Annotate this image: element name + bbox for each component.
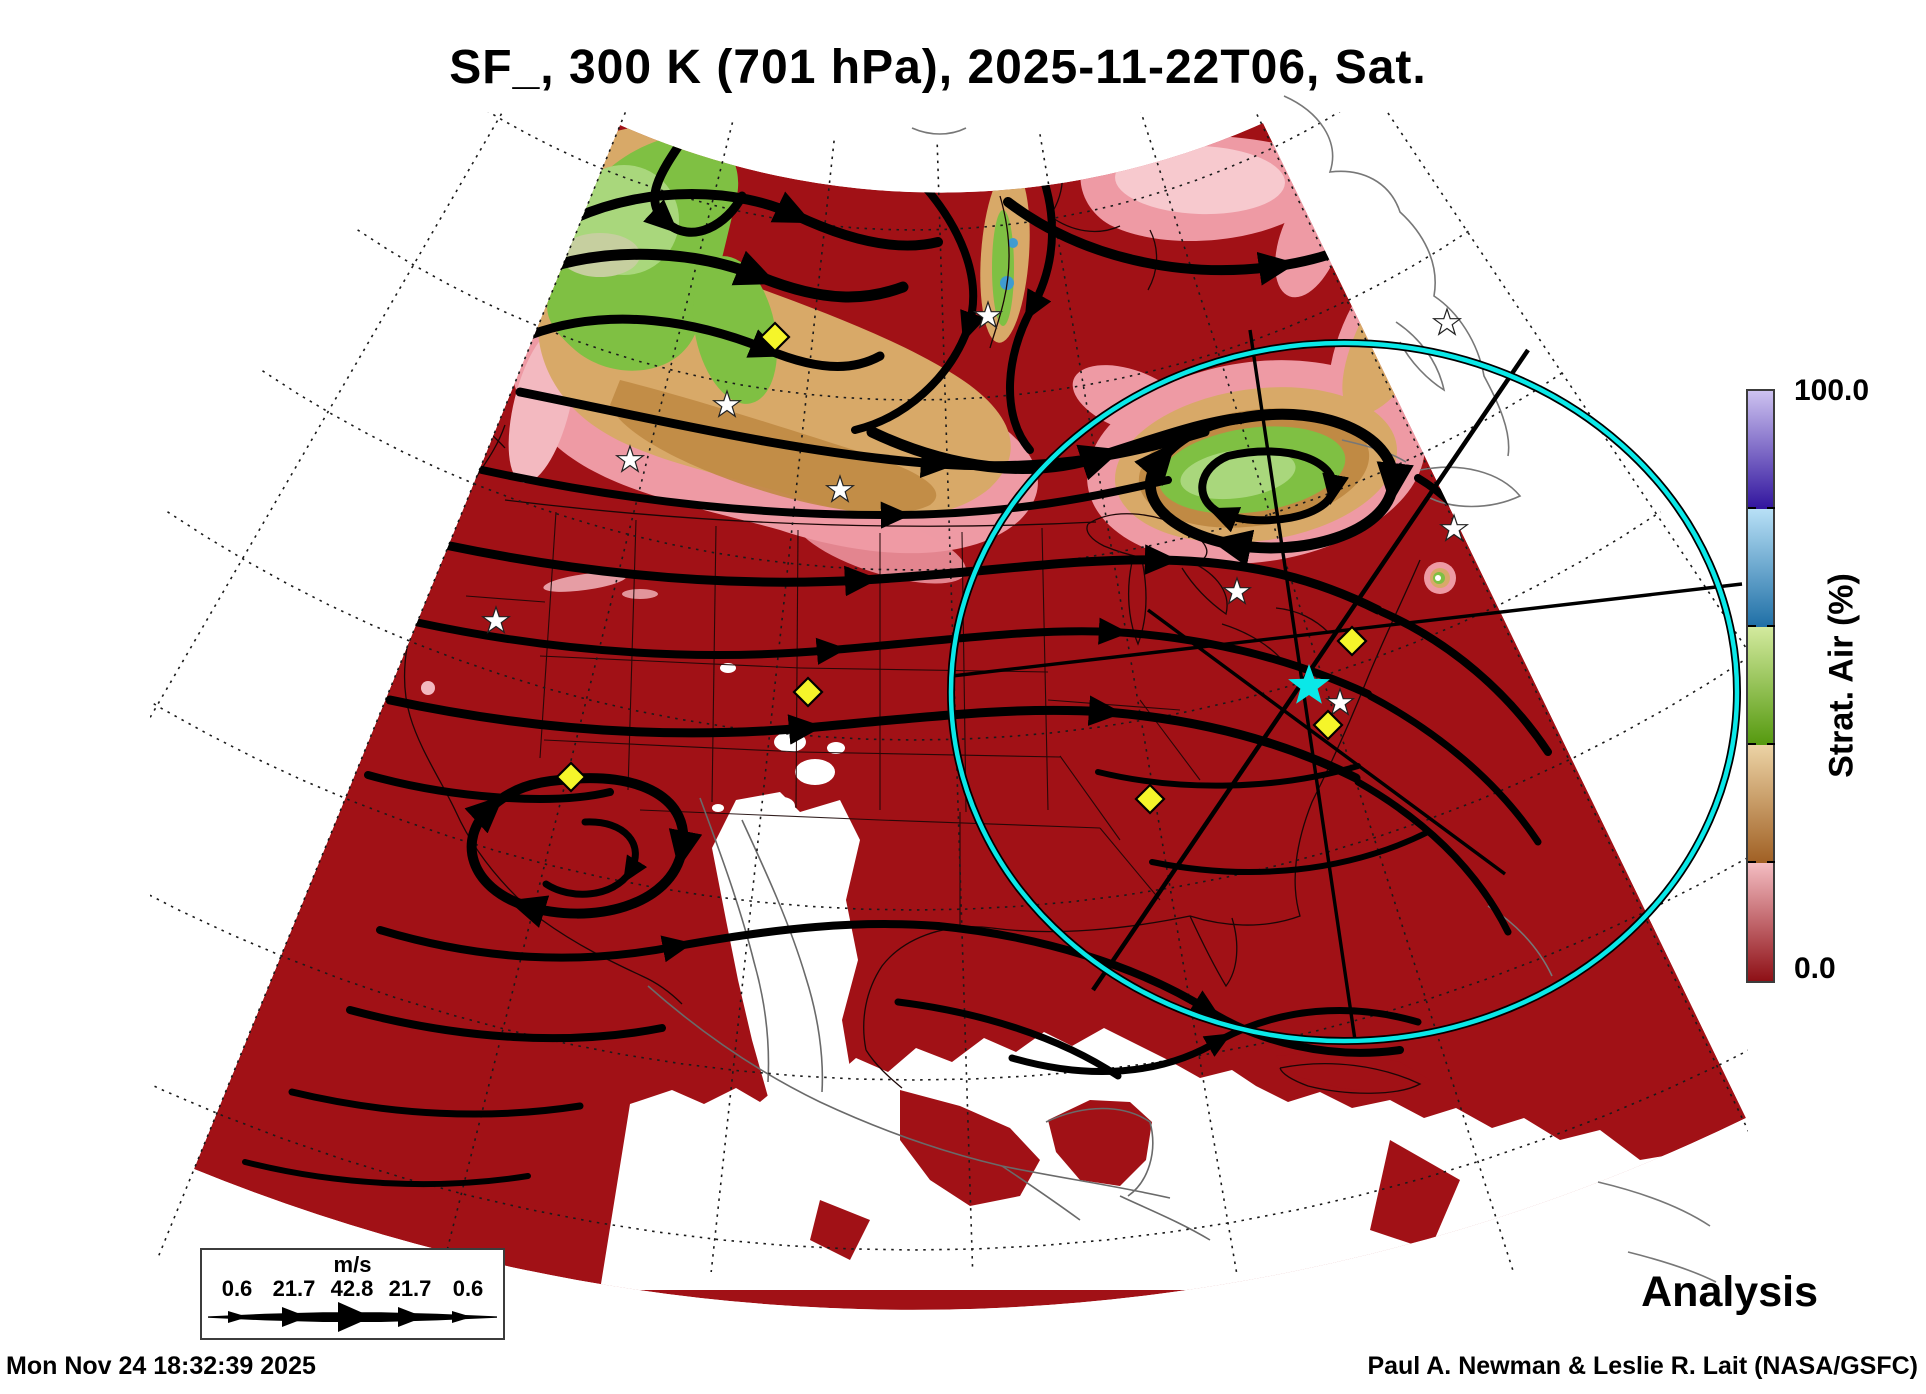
colorbar-tick [1748, 861, 1756, 863]
colorbar-seg-0-20 [1748, 863, 1773, 981]
city-star-marker [711, 389, 743, 418]
wind-legend-value: 21.7 [272, 1276, 316, 1301]
colorbar-tick [1767, 861, 1775, 863]
colorbar [1746, 389, 1775, 983]
range-ring-circle [948, 340, 1740, 1044]
colorbar-seg-60-80 [1748, 509, 1773, 627]
wind-legend-value: 0.6 [221, 1276, 253, 1301]
station-diamond-marker [1312, 709, 1344, 741]
credit-line: Paul A. Newman & Leslie R. Lait (NASA/GS… [1367, 1352, 1918, 1380]
generation-timestamp: Mon Nov 24 18:32:39 2025 [6, 1352, 316, 1380]
product-mode-label: Analysis [1641, 1268, 1818, 1316]
city-star-marker [1324, 687, 1356, 716]
city-star-marker [614, 444, 646, 473]
colorbar-max-label: 100.0 [1794, 374, 1870, 407]
colorbar-seg-20-40 [1748, 745, 1773, 863]
wind-legend-value: 21.7 [388, 1276, 432, 1301]
ring-center-star-marker [1288, 664, 1330, 704]
station-diamond-marker [759, 321, 791, 353]
range-ring [947, 339, 1741, 1045]
no-data-red-islands [810, 1050, 1460, 1260]
city-star-marker [480, 605, 512, 634]
city-star-marker [1431, 307, 1463, 336]
colorbar-tick [1767, 625, 1775, 627]
colorbar-tick [1767, 743, 1775, 745]
colorbar-min-label: 0.0 [1794, 952, 1836, 985]
trajectory-line [1146, 608, 1507, 876]
station-diamond-marker [792, 676, 824, 708]
city-star-marker [972, 300, 1004, 329]
colorbar-tick [1748, 743, 1756, 745]
city-star-marker [824, 474, 856, 503]
station-diamond-marker [1134, 783, 1166, 815]
map-markers [480, 300, 1470, 815]
small-spot [1424, 562, 1456, 594]
mexico-coastlines [647, 797, 1211, 1241]
colorbar-seg-80-100 [1748, 391, 1773, 509]
station-diamond-marker [555, 761, 587, 793]
colorbar-tick [1767, 507, 1775, 509]
colorbar-axis-label: Strat. Air (%) [1822, 573, 1861, 778]
city-star-marker [1221, 576, 1253, 605]
trajectory-line [951, 582, 1743, 678]
city-star-marker [1438, 513, 1470, 542]
wind-legend-unit: m/s [333, 1252, 372, 1277]
wind-legend-arrows [208, 1302, 497, 1332]
wind-legend-value: 0.6 [452, 1276, 484, 1301]
pink-streak [543, 572, 627, 592]
wind-legend-value: 42.8 [330, 1276, 374, 1301]
outside-coastlines [911, 95, 1717, 1283]
colorbar-tick [1748, 507, 1756, 509]
pink-dot [421, 681, 435, 695]
colorbar-tick [1748, 625, 1756, 627]
station-diamond-marker [1336, 625, 1368, 657]
pink-streak [622, 589, 658, 599]
plot-title: SF_, 300 K (701 hPa), 2025-11-22T06, Sat… [449, 41, 1427, 94]
colorbar-seg-40-60 [1748, 627, 1773, 745]
